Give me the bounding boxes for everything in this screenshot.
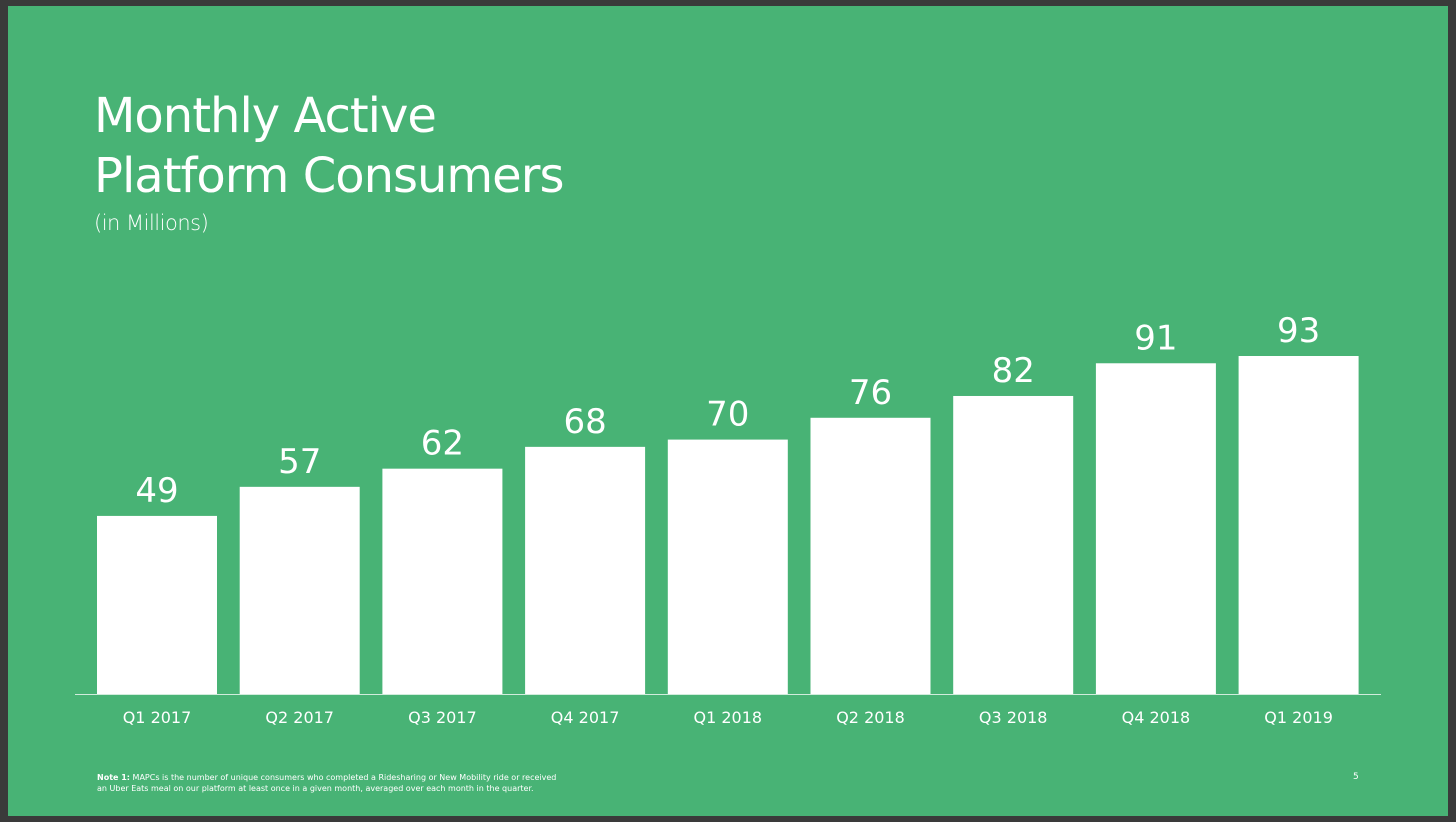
data-label: 76 (849, 373, 892, 413)
bar-q2-2017 (239, 486, 360, 694)
bar-q1-2017 (97, 515, 217, 694)
x-tick-label: Q2 2017 (265, 708, 334, 727)
data-label: 70 (706, 395, 749, 435)
data-label: 82 (992, 351, 1035, 391)
bar-q1-2018 (667, 439, 788, 694)
title-line-1: Monthly Active (94, 88, 437, 144)
data-label: 93 (1277, 311, 1320, 351)
x-tick-label: Q1 2019 (1264, 708, 1333, 727)
bar-q2-2018 (810, 417, 931, 694)
data-label: 91 (1134, 318, 1177, 358)
bar-q3-2018 (953, 395, 1074, 694)
data-label: 57 (278, 442, 321, 482)
title-line-2: Platform Consumers (94, 148, 564, 204)
footnote-text: MAPCs is the number of unique consumers … (97, 773, 557, 793)
chart-subtitle: (in Millions) (94, 211, 209, 235)
x-tick-label: Q2 2018 (836, 708, 905, 727)
bar-q3-2017 (382, 468, 503, 694)
bar-q4-2017 (525, 446, 646, 694)
x-tick-label: Q1 2017 (123, 708, 192, 727)
bar-chart: 49 Q1 2017 57 Q2 2017 62 Q3 2017 68 Q4 2017 70 Q1… (75, 311, 1381, 727)
bar-q4-2018 (1095, 363, 1216, 694)
slide: Monthly Active Platform Consumers (in Mi… (8, 6, 1448, 816)
x-tick-label: Q4 2017 (551, 708, 620, 727)
x-tick-label: Q1 2018 (694, 708, 763, 727)
x-tick-label: Q3 2018 (979, 708, 1048, 727)
footnote-label: Note 1: (97, 773, 130, 782)
page-number: 5 (1353, 772, 1359, 782)
data-label: 68 (563, 402, 606, 442)
x-tick-label: Q4 2018 (1122, 708, 1191, 727)
data-label: 62 (421, 424, 464, 464)
chart-title: Monthly Active Platform Consumers (94, 86, 564, 206)
bar-q1-2019 (1238, 356, 1359, 694)
x-tick-label: Q3 2017 (408, 708, 477, 727)
data-label: 49 (135, 471, 178, 511)
footnote: Note 1: MAPCs is the number of unique co… (97, 772, 567, 794)
